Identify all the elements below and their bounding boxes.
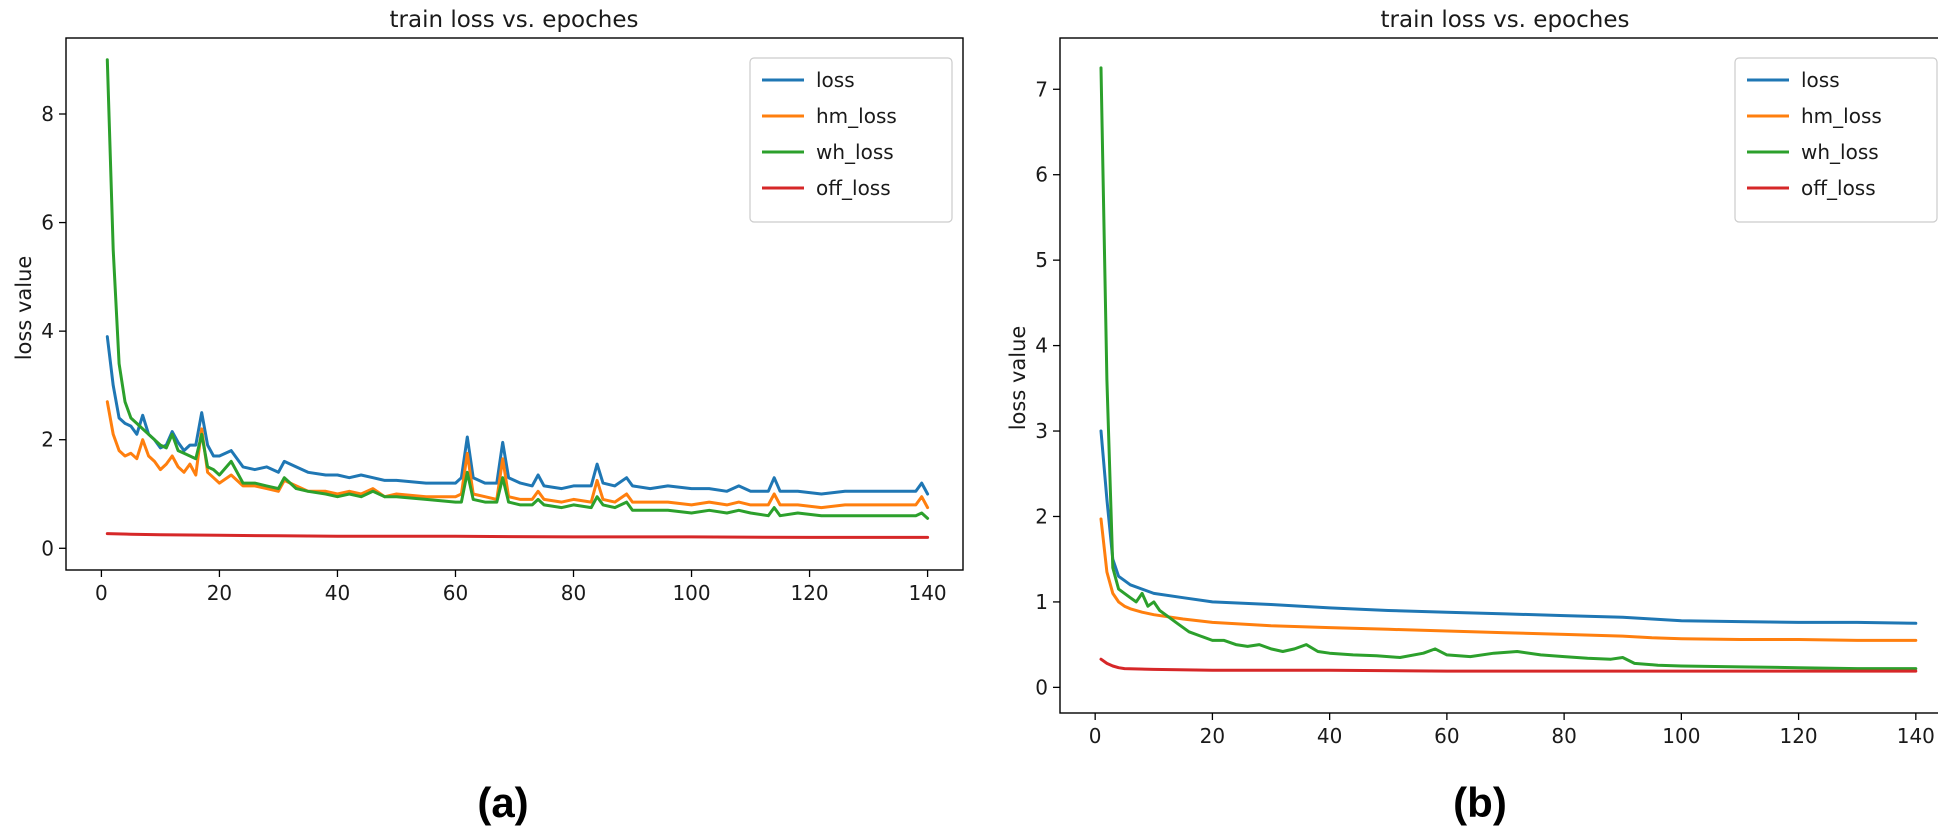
- chart-a-y-tick-label: 4: [41, 319, 54, 343]
- chart-b-legend-label-off-loss: off_loss: [1801, 176, 1876, 200]
- chart-a-legend: loss hm_loss wh_loss off_loss: [749, 57, 953, 223]
- chart-a-legend-label-off-loss: off_loss: [816, 176, 891, 200]
- chart-a-line-wh-loss: [105, 58, 930, 520]
- chart-a-legend-label-hm-loss: hm_loss: [816, 104, 897, 128]
- chart-b-y-tick-label: 0: [1035, 675, 1048, 699]
- chart-b-legend: loss hm_loss wh_loss off_loss: [1734, 57, 1938, 223]
- chart-a-x-tick-label: 120: [790, 581, 828, 605]
- chart-a: train loss vs. epoches loss value 0 20 40 6…: [12, 7, 964, 826]
- chart-a-legend-label-loss: loss: [816, 68, 855, 92]
- chart-a-y-tick-label: 2: [41, 428, 54, 452]
- chart-b-x-tick-label: 0: [1089, 724, 1102, 748]
- chart-b-line-wh-loss: [1099, 66, 1918, 671]
- chart-b-x-tick-label: 40: [1317, 724, 1342, 748]
- chart-a-x-tick-label: 60: [443, 581, 468, 605]
- chart-b-legend-label-hm-loss: hm_loss: [1801, 104, 1882, 128]
- chart-b-x-tick-label: 20: [1200, 724, 1225, 748]
- chart-a-y-axis-label: loss value: [12, 256, 36, 361]
- chart-b-x-tick-label: 60: [1434, 724, 1459, 748]
- chart-a-x-tick-label: 80: [561, 581, 586, 605]
- chart-b-y-tick-label: 6: [1035, 163, 1048, 187]
- chart-b-legend-label-wh-loss: wh_loss: [1801, 140, 1879, 164]
- chart-b-y-axis-label: loss value: [1006, 326, 1030, 431]
- chart-a-x-tick-label: 100: [672, 581, 710, 605]
- chart-b-frame: [1059, 37, 1938, 714]
- chart-b-y-tick-label: 2: [1035, 504, 1048, 528]
- chart-a-y-tick-label: 6: [41, 211, 54, 235]
- chart-b-x-tick-label: 120: [1779, 724, 1817, 748]
- chart-a-y-tick-label: 8: [41, 102, 54, 126]
- chart-b-y-tick-label: 5: [1035, 248, 1048, 272]
- chart-b-x-tick-label: 100: [1662, 724, 1700, 748]
- chart-b-line-off-loss: [1099, 657, 1918, 673]
- chart-a-legend-label-wh-loss: wh_loss: [816, 140, 894, 164]
- chart-b-legend-box: [1734, 57, 1938, 223]
- chart-a-x-tick-label: 40: [325, 581, 350, 605]
- chart-a-line-loss: [105, 335, 930, 496]
- chart-b-y-tick-label: 1: [1035, 590, 1048, 614]
- chart-a-x-tick-label: 20: [207, 581, 232, 605]
- chart-b-y-tick-label: 4: [1035, 334, 1048, 358]
- chart-b-x-tick-label: 80: [1551, 724, 1576, 748]
- chart-a-ticks: 0 20 40 60 80 100 120 140 0 2 4 6 8: [41, 102, 946, 605]
- chart-a-x-tick-label: 0: [95, 581, 108, 605]
- chart-a-panel-label: (a): [477, 779, 528, 826]
- chart-b: train loss vs. epoches loss value 0 20 40 6…: [1006, 7, 1938, 826]
- chart-b-title: train loss vs. epoches: [1381, 7, 1630, 33]
- chart-a-frame: [65, 37, 964, 571]
- chart-a-y-tick-label: 0: [41, 536, 54, 560]
- chart-a-line-hm-loss: [105, 400, 930, 510]
- chart-b-y-tick-label: 3: [1035, 419, 1048, 443]
- chart-a-lines: [105, 58, 930, 539]
- chart-b-y-tick-label: 7: [1035, 77, 1048, 101]
- chart-a-title: train loss vs. epoches: [390, 7, 639, 33]
- chart-b-lines: [1099, 66, 1918, 673]
- chart-b-legend-label-loss: loss: [1801, 68, 1840, 92]
- chart-b-x-tick-label: 140: [1897, 724, 1935, 748]
- chart-b-line-loss: [1099, 429, 1918, 625]
- chart-b-line-hm-loss: [1099, 517, 1918, 642]
- chart-a-x-tick-label: 140: [908, 581, 946, 605]
- chart-b-ticks: 0 20 40 60 80 100 120 140 0 1 2 3 4 5 6 7: [1035, 77, 1935, 748]
- chart-a-legend-box: [749, 57, 953, 223]
- chart-b-panel-label: (b): [1453, 779, 1507, 826]
- chart-a-line-off-loss: [105, 532, 930, 539]
